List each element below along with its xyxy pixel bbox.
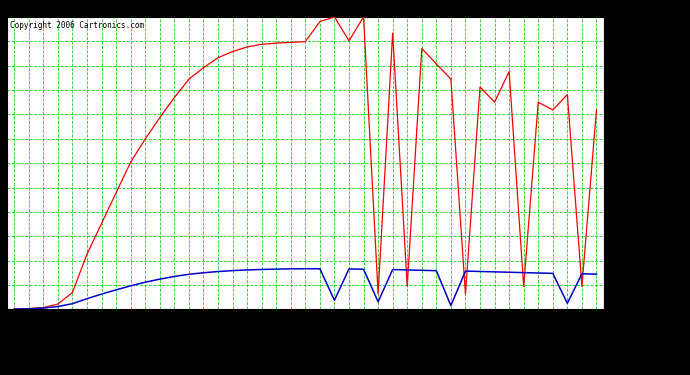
Text: Copyright 2006 Cartronics.com: Copyright 2006 Cartronics.com xyxy=(10,21,144,30)
Text: Total PV Power (red) (watts) & Solar Radiation (blue) (W/m2) Sat Oct 28 17:49: Total PV Power (red) (watts) & Solar Rad… xyxy=(37,13,653,26)
